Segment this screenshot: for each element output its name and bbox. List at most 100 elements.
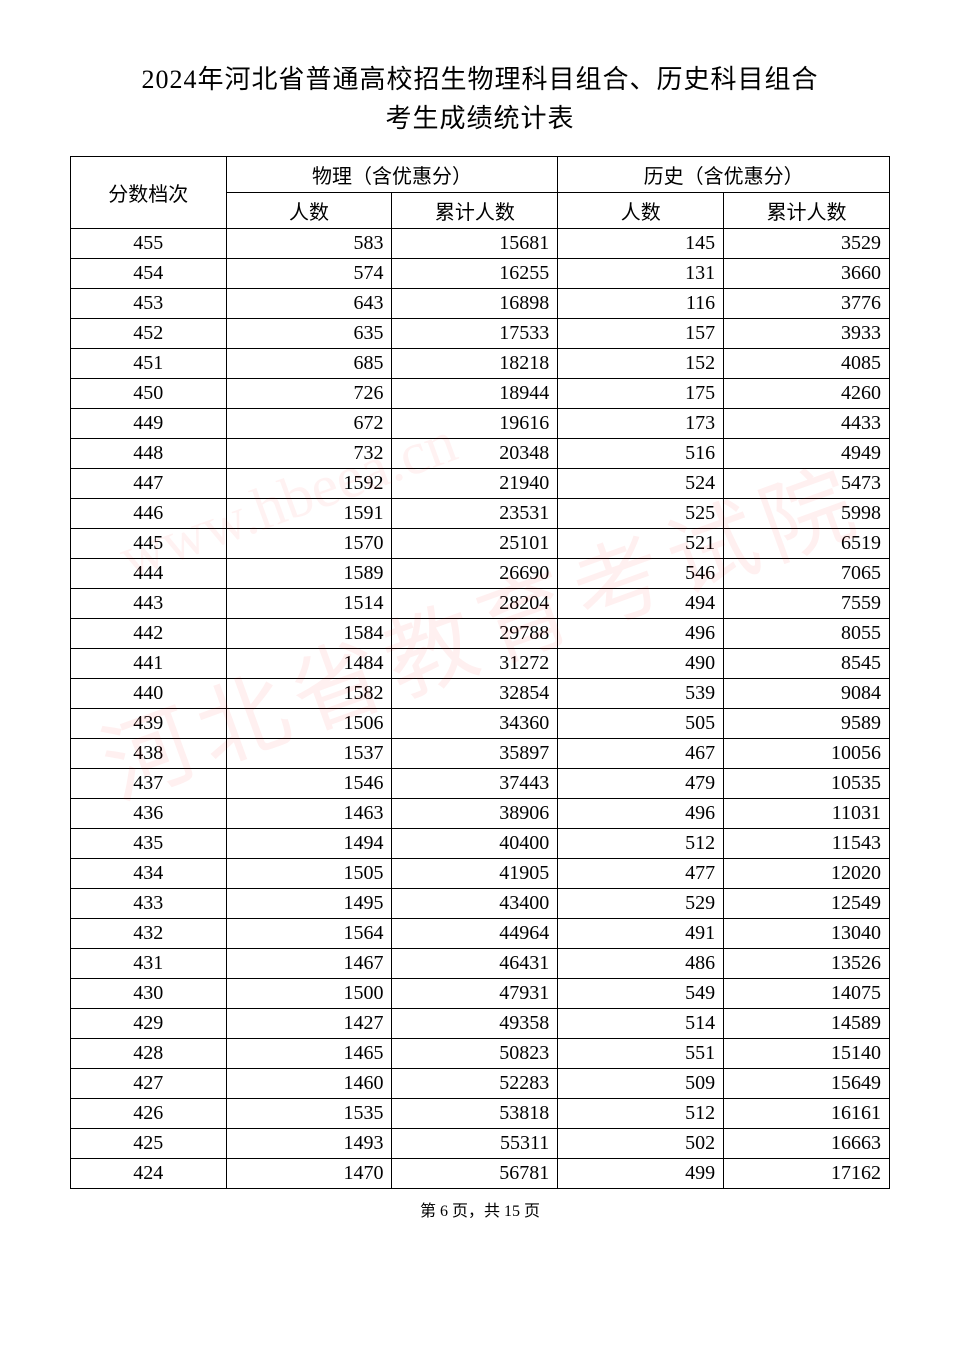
- history-count-cell: 467: [558, 739, 724, 769]
- physics-count-cell: 732: [226, 439, 392, 469]
- table-row: 42514935531150216663: [71, 1129, 890, 1159]
- history-count-cell: 549: [558, 979, 724, 1009]
- physics-count-cell: 1591: [226, 499, 392, 529]
- physics-count-cell: 643: [226, 289, 392, 319]
- history-cumulative-cell: 3933: [724, 319, 890, 349]
- history-cumulative-cell: 4949: [724, 439, 890, 469]
- score-cell: 430: [71, 979, 227, 1009]
- table-row: 4421584297884968055: [71, 619, 890, 649]
- score-cell: 424: [71, 1159, 227, 1189]
- physics-count-cell: 1592: [226, 469, 392, 499]
- physics-count-cell: 1505: [226, 859, 392, 889]
- history-count-cell: 512: [558, 1099, 724, 1129]
- table-row: 454574162551313660: [71, 259, 890, 289]
- history-count-cell: 524: [558, 469, 724, 499]
- table-row: 449672196161734433: [71, 409, 890, 439]
- score-cell: 450: [71, 379, 227, 409]
- history-cumulative-cell: 14589: [724, 1009, 890, 1039]
- table-row: 4411484312724908545: [71, 649, 890, 679]
- history-count-cell: 539: [558, 679, 724, 709]
- table-row: 4451570251015216519: [71, 529, 890, 559]
- history-cumulative-cell: 10056: [724, 739, 890, 769]
- physics-count-cell: 1427: [226, 1009, 392, 1039]
- score-cell: 453: [71, 289, 227, 319]
- table-row: 450726189441754260: [71, 379, 890, 409]
- score-cell: 425: [71, 1129, 227, 1159]
- history-cumulative-cell: 12020: [724, 859, 890, 889]
- history-count-cell: 145: [558, 229, 724, 259]
- physics-cumulative-cell: 38906: [392, 799, 558, 829]
- score-cell: 447: [71, 469, 227, 499]
- table-row: 43015004793154914075: [71, 979, 890, 1009]
- header-history: 历史（含优惠分）: [558, 157, 890, 193]
- physics-cumulative-cell: 47931: [392, 979, 558, 1009]
- physics-cumulative-cell: 15681: [392, 229, 558, 259]
- history-cumulative-cell: 9589: [724, 709, 890, 739]
- score-cell: 431: [71, 949, 227, 979]
- physics-count-cell: 1537: [226, 739, 392, 769]
- history-count-cell: 509: [558, 1069, 724, 1099]
- history-count-cell: 546: [558, 559, 724, 589]
- physics-cumulative-cell: 16255: [392, 259, 558, 289]
- physics-count-cell: 1570: [226, 529, 392, 559]
- score-cell: 441: [71, 649, 227, 679]
- table-row: 42914274935851414589: [71, 1009, 890, 1039]
- history-count-cell: 490: [558, 649, 724, 679]
- physics-cumulative-cell: 20348: [392, 439, 558, 469]
- score-cell: 444: [71, 559, 227, 589]
- table-row: 42414705678149917162: [71, 1159, 890, 1189]
- history-cumulative-cell: 8545: [724, 649, 890, 679]
- physics-cumulative-cell: 26690: [392, 559, 558, 589]
- history-cumulative-cell: 5998: [724, 499, 890, 529]
- table-row: 4431514282044947559: [71, 589, 890, 619]
- history-cumulative-cell: 15649: [724, 1069, 890, 1099]
- physics-count-cell: 583: [226, 229, 392, 259]
- history-cumulative-cell: 6519: [724, 529, 890, 559]
- physics-count-cell: 1564: [226, 919, 392, 949]
- table-row: 42814655082355115140: [71, 1039, 890, 1069]
- history-count-cell: 173: [558, 409, 724, 439]
- table-row: 42714605228350915649: [71, 1069, 890, 1099]
- score-cell: 438: [71, 739, 227, 769]
- score-cell: 449: [71, 409, 227, 439]
- history-cumulative-cell: 7559: [724, 589, 890, 619]
- title-line-1: 2024年河北省普通高校招生物理科目组合、历史科目组合: [141, 65, 818, 94]
- score-cell: 445: [71, 529, 227, 559]
- physics-count-cell: 1494: [226, 829, 392, 859]
- physics-count-cell: 1460: [226, 1069, 392, 1099]
- physics-cumulative-cell: 43400: [392, 889, 558, 919]
- history-count-cell: 551: [558, 1039, 724, 1069]
- history-count-cell: 502: [558, 1129, 724, 1159]
- score-cell: 428: [71, 1039, 227, 1069]
- history-cumulative-cell: 3529: [724, 229, 890, 259]
- score-cell: 436: [71, 799, 227, 829]
- header-history-cumulative: 累计人数: [724, 193, 890, 229]
- physics-cumulative-cell: 50823: [392, 1039, 558, 1069]
- score-cell: 455: [71, 229, 227, 259]
- physics-cumulative-cell: 40400: [392, 829, 558, 859]
- physics-cumulative-cell: 41905: [392, 859, 558, 889]
- history-count-cell: 152: [558, 349, 724, 379]
- physics-count-cell: 1514: [226, 589, 392, 619]
- physics-cumulative-cell: 35897: [392, 739, 558, 769]
- header-history-count: 人数: [558, 193, 724, 229]
- table-row: 4441589266905467065: [71, 559, 890, 589]
- table-row: 43314954340052912549: [71, 889, 890, 919]
- physics-cumulative-cell: 34360: [392, 709, 558, 739]
- physics-cumulative-cell: 32854: [392, 679, 558, 709]
- table-row: 43514944040051211543: [71, 829, 890, 859]
- history-count-cell: 477: [558, 859, 724, 889]
- header-physics: 物理（含优惠分）: [226, 157, 558, 193]
- physics-count-cell: 1484: [226, 649, 392, 679]
- history-cumulative-cell: 10535: [724, 769, 890, 799]
- history-cumulative-cell: 5473: [724, 469, 890, 499]
- table-row: 4391506343605059589: [71, 709, 890, 739]
- score-cell: 433: [71, 889, 227, 919]
- physics-cumulative-cell: 52283: [392, 1069, 558, 1099]
- physics-count-cell: 1493: [226, 1129, 392, 1159]
- physics-count-cell: 1589: [226, 559, 392, 589]
- header-physics-cumulative: 累计人数: [392, 193, 558, 229]
- physics-count-cell: 1582: [226, 679, 392, 709]
- score-cell: 429: [71, 1009, 227, 1039]
- physics-count-cell: 685: [226, 349, 392, 379]
